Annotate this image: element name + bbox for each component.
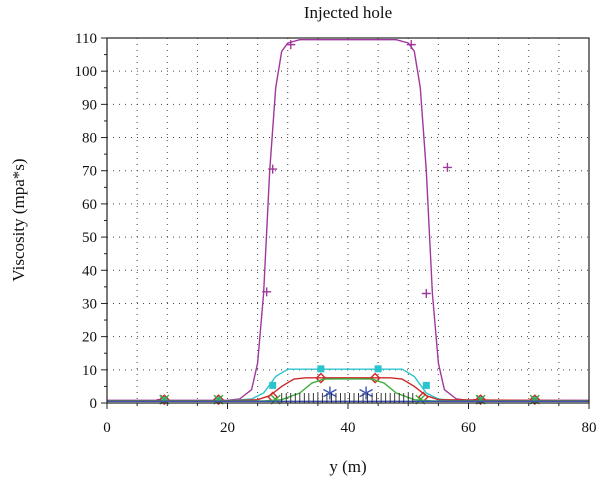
x-tick-label: 40 [341,420,356,436]
diamond-marker [315,372,327,384]
square-marker [317,365,325,373]
axes: 0 20 40 60 80 0 10 20 30 40 50 60 70 80 90 100 110 [75,31,597,436]
diamond-marker [529,394,541,406]
series-2 [107,365,589,404]
plus-marker [421,289,431,298]
y-tick-label: 50 [82,230,97,246]
grid [107,38,589,403]
asterisk-marker [359,386,373,400]
series-1 [107,39,589,405]
series-4 [107,378,589,405]
y-tick-label: 110 [75,31,97,47]
x-tick-label: 60 [461,420,476,436]
x-tick-label: 20 [220,420,235,436]
diamond-marker [158,394,170,406]
diamond-marker [369,372,381,384]
x-tick-label: 80 [582,420,597,436]
y-tick-label: 90 [82,97,97,113]
square-marker [422,381,430,389]
plus-marker [406,40,416,50]
series-line [107,377,590,402]
series-line [107,378,589,402]
y-axis-title: Viscosity (mpa*s) [9,158,28,281]
series-layer [107,39,590,406]
plus-marker [268,164,278,174]
plus-marker [442,162,452,172]
square-marker [374,365,382,373]
series-5 [107,386,589,402]
diamond-marker [475,394,487,406]
y-tick-label: 100 [75,64,98,80]
y-tick-label: 30 [82,296,97,312]
plus-marker [286,40,296,50]
chart-title: Injected hole [304,3,392,22]
square-marker [269,381,277,389]
y-tick-label: 10 [82,363,97,379]
series-line [107,39,589,401]
x-axis-title: y (m) [329,457,366,476]
y-tick-label: 20 [82,330,97,346]
y-tick-label: 60 [82,197,97,213]
plus-marker [262,287,272,297]
diamond-marker [212,394,224,406]
y-tick-label: 70 [82,164,97,180]
y-tick-label: 80 [82,131,97,147]
asterisk-marker [323,386,337,400]
y-tick-label: 40 [82,263,97,279]
y-tick-label: 0 [90,396,98,412]
x-tick-label: 0 [103,420,111,436]
series-line [107,368,589,402]
